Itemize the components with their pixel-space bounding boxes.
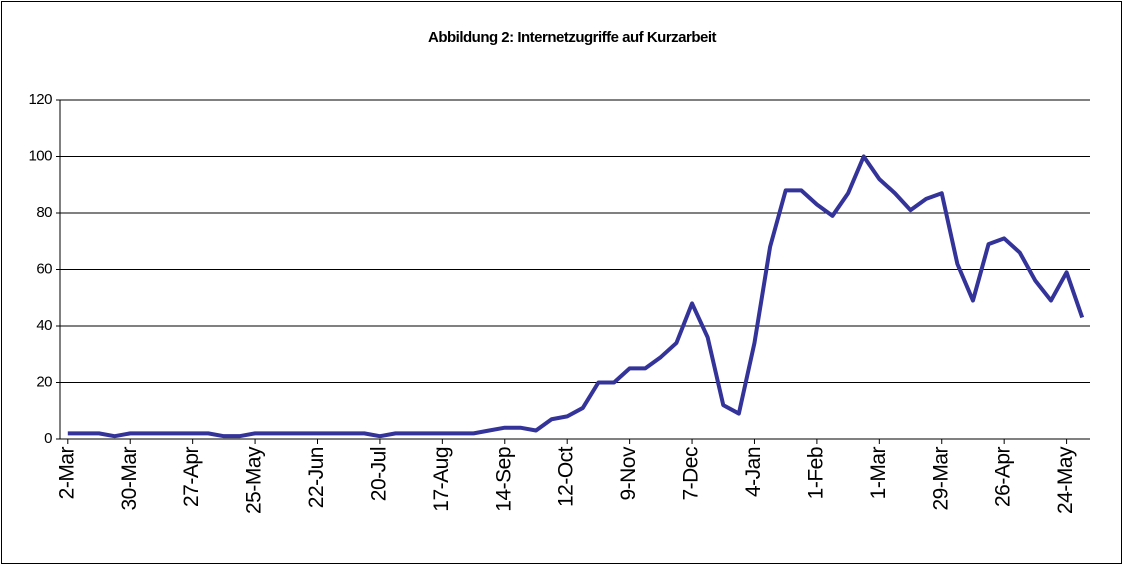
x-tick-label: 20-Jul <box>367 447 390 501</box>
chart-title: Abbildung 2: Internetzugriffe auf Kurzar… <box>428 29 717 46</box>
x-tick-label: 26-Apr <box>992 446 1015 507</box>
data-line <box>67 154 1085 439</box>
x-tick-label: 9-Nov <box>617 446 640 501</box>
x-tick-label: 2-Mar <box>55 446 78 499</box>
x-tick-label: 27-Apr <box>180 446 203 507</box>
y-tick-label: 60 <box>36 260 52 277</box>
y-tick-label: 0 <box>44 430 52 447</box>
y-tick-label: 120 <box>28 91 52 108</box>
x-tick-label: 14-Sep <box>492 447 515 512</box>
y-tick-label: 100 <box>28 147 52 164</box>
x-tick-label: 24-May <box>1054 446 1077 514</box>
x-tick-label: 7-Dec <box>680 447 703 501</box>
x-tick-label: 4-Jan <box>742 447 765 497</box>
y-tick-label: 80 <box>36 204 52 221</box>
x-tick-label: 17-Aug <box>430 447 453 512</box>
x-tick-label: 29-Mar <box>929 447 952 511</box>
x-tick-label: 22-Jun <box>305 447 328 508</box>
x-tick-label: 30-Mar <box>118 447 141 511</box>
y-tick-label: 40 <box>36 317 52 334</box>
x-tick-label: 1-Feb <box>804 447 827 499</box>
x-tick-label: 12-Oct <box>555 446 578 507</box>
y-tick-label: 20 <box>36 373 52 390</box>
x-tick-label: 1-Mar <box>867 446 890 499</box>
x-tick-label: 25-May <box>243 446 266 514</box>
